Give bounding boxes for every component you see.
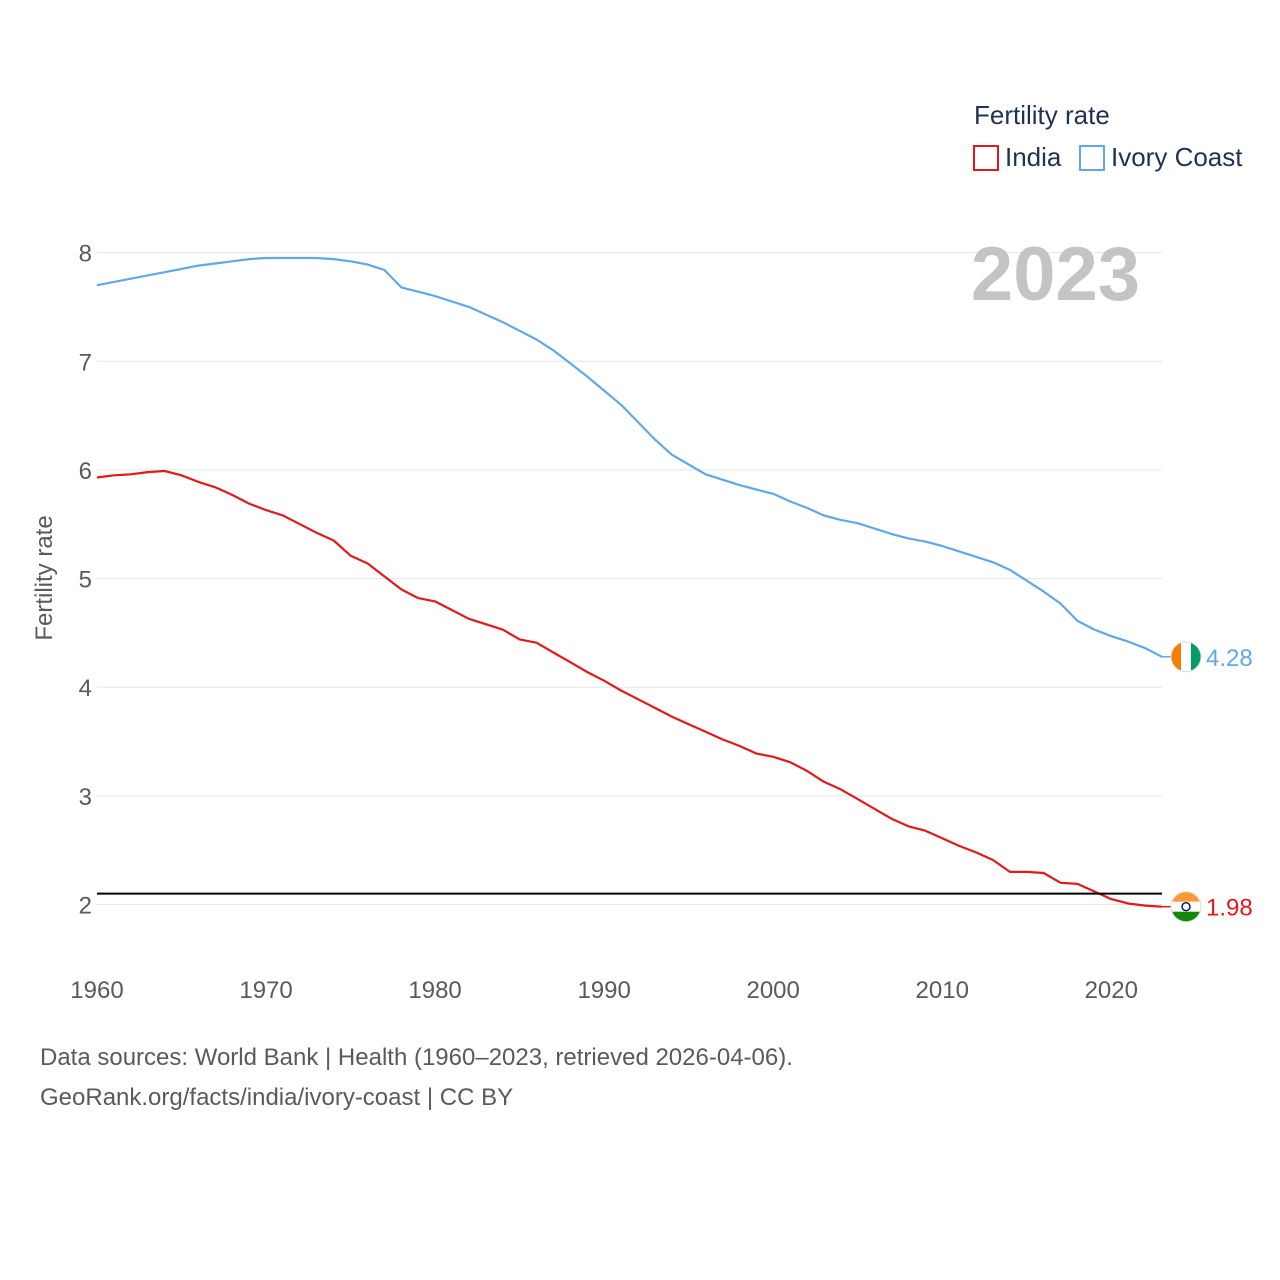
end-value-label-ivory-coast: 4.28	[1206, 645, 1253, 672]
x-tick-label-1980: 1980	[408, 977, 461, 1004]
y-tick-label-8: 8	[79, 241, 92, 268]
y-tick-label-3: 3	[79, 784, 92, 811]
legend-swatch-ivory-coast	[1079, 145, 1105, 171]
legend-item-ivory-coast[interactable]: Ivory Coast	[1079, 142, 1243, 172]
series-line-ivory-coast	[96, 256, 1163, 658]
x-axis-ticks: 1960 1970 1980 1990 2000 2010 2020	[70, 977, 1138, 1004]
x-tick-label-2000: 2000	[746, 977, 799, 1004]
end-value-label-india: 1.98	[1206, 895, 1253, 922]
year-label: 2023	[971, 232, 1140, 317]
legend-item-india[interactable]: India	[973, 142, 1062, 172]
footer-sources: Data sources: World Bank | Health (1960–…	[40, 1044, 793, 1071]
india-flag	[1171, 891, 1201, 922]
y-tick-label-5: 5	[79, 567, 92, 594]
series-layer	[96, 256, 1163, 908]
x-tick-label-2010: 2010	[916, 977, 969, 1004]
legend: Fertility rate India Ivory Coast	[973, 100, 1243, 172]
legend-label-india: India	[1005, 142, 1062, 172]
gridlines	[97, 252, 1162, 906]
y-tick-label-6: 6	[79, 458, 92, 485]
x-tick-label-1970: 1970	[239, 977, 292, 1004]
y-tick-label-7: 7	[79, 349, 92, 376]
y-axis-ticks: 2 3 4 5 6 7 8	[79, 241, 92, 920]
legend-title: Fertility rate	[974, 100, 1110, 130]
y-tick-label-2: 2	[79, 893, 92, 920]
legend-swatch-india	[973, 145, 999, 171]
y-axis-title: Fertility rate	[31, 515, 58, 640]
ivory-coast-flag	[1171, 641, 1201, 672]
series-line-india	[96, 469, 1163, 908]
end-markers: 1.98 4.28	[1162, 641, 1253, 923]
y-tick-label-4: 4	[79, 675, 92, 702]
x-tick-label-2020: 2020	[1085, 977, 1138, 1004]
legend-label-ivory-coast: Ivory Coast	[1111, 142, 1243, 172]
footer-attribution[interactable]: GeoRank.org/facts/india/ivory-coast | CC…	[40, 1084, 514, 1111]
x-tick-label-1960: 1960	[70, 977, 123, 1004]
x-tick-label-1990: 1990	[577, 977, 630, 1004]
